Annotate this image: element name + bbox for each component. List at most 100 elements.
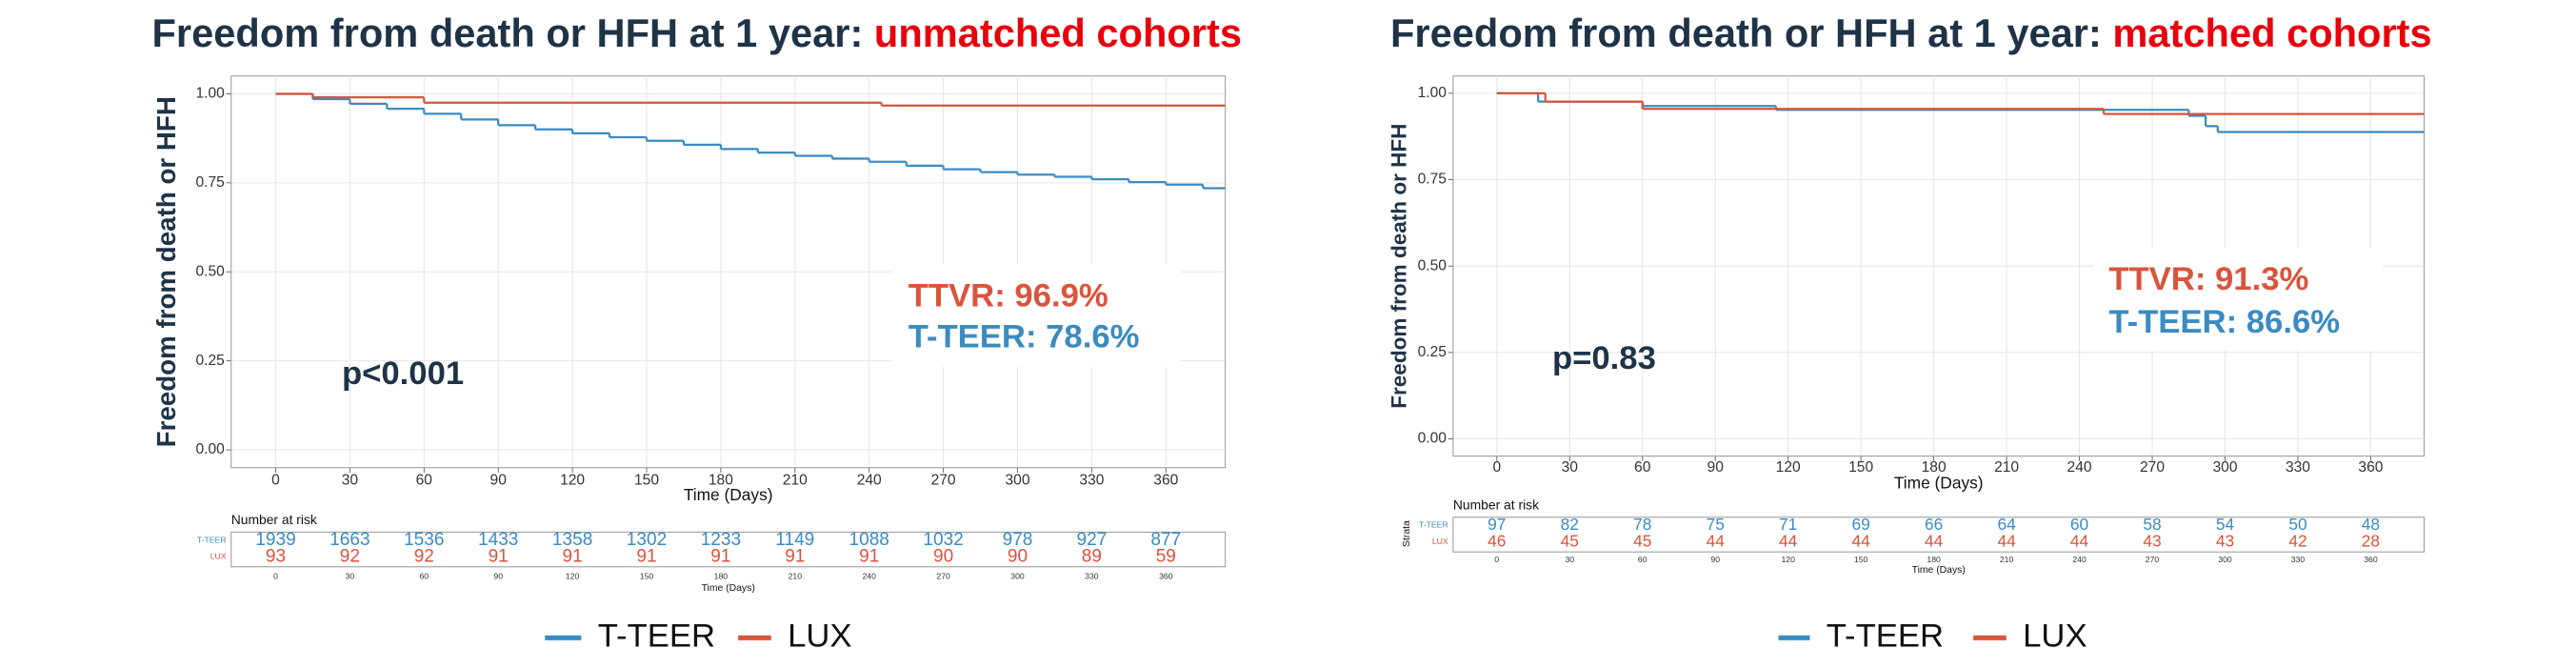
risk-count: 66: [1925, 515, 1943, 534]
risk-time-label: 90: [493, 571, 503, 580]
risk-time-label: 210: [789, 571, 803, 580]
x-tick-label: 300: [2212, 459, 2237, 476]
risk-count: 90: [933, 546, 953, 566]
risk-count: 92: [340, 546, 360, 566]
risk-table-title: Number at risk: [231, 512, 317, 527]
x-tick-label: 270: [931, 473, 956, 489]
risk-count: 1233: [701, 530, 741, 550]
risk-count: 927: [1077, 530, 1108, 550]
y-tick-label: 0.75: [195, 174, 225, 191]
risk-time-label: 0: [273, 571, 278, 580]
risk-count: 28: [2362, 531, 2380, 550]
risk-count: 75: [1707, 515, 1725, 534]
risk-count: 1088: [849, 530, 889, 550]
risk-row-label: LUX: [1432, 537, 1448, 546]
risk-count: 978: [1003, 530, 1033, 550]
strata-label: Strata: [1402, 520, 1412, 547]
risk-time-label: 180: [1927, 555, 1941, 564]
risk-count: 59: [1156, 546, 1176, 566]
risk-count: 1032: [923, 530, 963, 550]
risk-time-label: 180: [714, 571, 729, 580]
y-tick-label: 0.50: [195, 263, 225, 279]
legend-label: LUX: [788, 618, 851, 654]
chart: Freedom from death or HFH at 1 year: mat…: [1387, 10, 2431, 654]
x-tick-label: 0: [1492, 459, 1501, 476]
y-tick-label: 0.00: [195, 441, 225, 457]
risk-count: 1536: [404, 530, 444, 550]
risk-count: 82: [1561, 515, 1579, 534]
title-text: Freedom from death or HFH at 1 year:: [152, 10, 874, 55]
title-text: Freedom from death or HFH at 1 year:: [1390, 10, 2112, 55]
chart-title: Freedom from death or HFH at 1 year: mat…: [1390, 10, 2432, 55]
risk-time-label: 60: [1638, 555, 1647, 564]
x-tick-label: 330: [2286, 459, 2310, 476]
risk-count: 877: [1150, 530, 1181, 550]
x-tick-label: 150: [1848, 459, 1873, 476]
risk-time-label: 30: [346, 571, 355, 580]
risk-count: 44: [2070, 531, 2089, 550]
risk-count: 60: [2070, 515, 2088, 534]
risk-count: 1663: [329, 530, 369, 550]
risk-count: 44: [1779, 531, 1798, 550]
risk-count: 58: [2143, 515, 2161, 534]
y-tick-label: 0.50: [1418, 257, 1448, 274]
chart-title: Freedom from death or HFH at 1 year: unm…: [152, 10, 1242, 55]
legend-label: T-TEER: [598, 618, 715, 654]
risk-time-label: 330: [2291, 555, 2306, 564]
y-axis-label: Freedom from death or HFH: [151, 96, 181, 447]
risk-count: 43: [2216, 531, 2234, 550]
risk-time-label: 300: [2218, 555, 2232, 564]
annotation: T-TEER: 86.6%: [2108, 304, 2340, 340]
annotation: p<0.001: [342, 355, 464, 392]
y-tick-label: 1.00: [1418, 85, 1448, 101]
risk-count: 64: [1997, 515, 2016, 534]
x-tick-label: 330: [1079, 473, 1104, 489]
risk-count: 93: [266, 546, 286, 566]
risk-time-label: 360: [1159, 571, 1173, 580]
risk-count: 42: [2288, 531, 2306, 550]
risk-time-label: 210: [2000, 555, 2014, 564]
risk-count: 78: [1633, 515, 1651, 534]
risk-time-label: 270: [2146, 555, 2160, 564]
x-tick-label: 360: [2358, 459, 2383, 476]
risk-time-label: 120: [566, 571, 580, 580]
x-tick-label: 30: [342, 473, 359, 489]
risk-row-label: LUX: [210, 552, 227, 561]
risk-time-label: 60: [419, 571, 429, 580]
risk-time-label: 240: [862, 571, 876, 580]
risk-count: 45: [1561, 531, 1579, 550]
risk-count: 71: [1779, 515, 1797, 534]
chart: Freedom from death or HFH at 1 year: unm…: [151, 10, 1242, 654]
risk-count: 69: [1852, 515, 1870, 534]
risk-table-panel: [230, 531, 1227, 568]
x-tick-label: 300: [1005, 473, 1029, 489]
risk-count: 91: [562, 546, 582, 566]
risk-count: 50: [2288, 515, 2306, 534]
y-tick-label: 0.75: [1418, 172, 1448, 188]
x-tick-label: 180: [1922, 459, 1947, 476]
risk-time-label: 150: [640, 571, 654, 580]
risk-time-label: 0: [1494, 555, 1499, 564]
x-tick-label: 90: [1707, 459, 1725, 476]
x-tick-label: 60: [1634, 459, 1651, 476]
risk-count: 44: [1997, 531, 2016, 550]
risk-time-label: 120: [1781, 555, 1795, 564]
x-tick-label: 0: [271, 473, 280, 489]
annotation: T-TEER: 78.6%: [909, 319, 1140, 355]
risk-count: 97: [1488, 515, 1506, 534]
x-tick-label: 210: [783, 473, 808, 489]
risk-count: 91: [710, 546, 730, 566]
risk-xlabel: Time (Days): [1912, 565, 1966, 576]
risk-count: 48: [2362, 515, 2380, 534]
annotation-box: [2093, 248, 2384, 351]
x-tick-label: 120: [560, 473, 585, 489]
charts: Freedom from death or HFH at 1 year: unm…: [151, 10, 2431, 654]
risk-table-title: Number at risk: [1453, 497, 1539, 512]
legend-label: LUX: [2023, 618, 2087, 654]
risk-table-panel: [1452, 517, 2426, 553]
x-tick-label: 240: [2067, 459, 2092, 476]
risk-time-label: 240: [2072, 555, 2087, 564]
annotation: TTVR: 96.9%: [909, 277, 1108, 314]
risk-time-label: 30: [1565, 555, 1574, 564]
x-axis-label: Time (Days): [1894, 474, 1984, 493]
